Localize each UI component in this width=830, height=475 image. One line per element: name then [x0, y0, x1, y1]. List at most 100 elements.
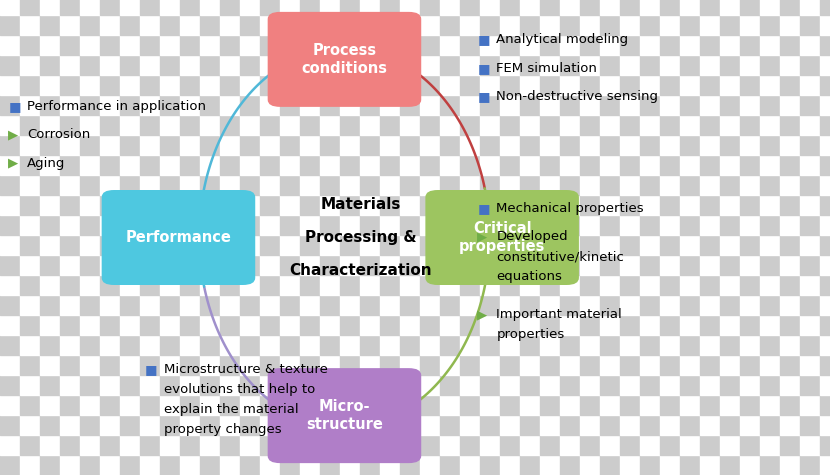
Bar — [620, 375, 640, 395]
Bar — [160, 0, 180, 15]
Bar — [280, 415, 300, 435]
Bar — [20, 55, 40, 75]
Bar — [440, 455, 460, 475]
Bar — [40, 35, 60, 55]
Bar — [520, 255, 540, 275]
Bar — [740, 95, 760, 115]
Bar — [80, 455, 100, 475]
Bar — [20, 75, 40, 95]
Bar — [60, 35, 80, 55]
FancyBboxPatch shape — [102, 190, 256, 285]
Bar — [340, 375, 360, 395]
Bar — [800, 355, 820, 375]
Bar — [480, 395, 500, 415]
Bar — [80, 355, 100, 375]
FancyBboxPatch shape — [267, 12, 421, 107]
Bar — [180, 275, 200, 295]
Bar — [20, 175, 40, 195]
Bar — [640, 175, 660, 195]
Bar — [180, 155, 200, 175]
Bar — [240, 175, 260, 195]
Bar — [660, 115, 680, 135]
Bar — [560, 115, 580, 135]
Text: Analytical modeling: Analytical modeling — [496, 33, 628, 46]
Bar — [620, 275, 640, 295]
Bar — [560, 235, 580, 255]
Bar — [780, 355, 800, 375]
Bar — [520, 455, 540, 475]
Bar — [200, 195, 220, 215]
Bar — [700, 0, 720, 15]
Bar — [580, 55, 600, 75]
Bar — [460, 0, 480, 15]
Bar — [560, 255, 580, 275]
Bar — [220, 215, 240, 235]
Bar — [140, 175, 160, 195]
Bar — [760, 295, 780, 315]
Bar — [600, 375, 620, 395]
Bar — [420, 315, 440, 335]
Bar — [380, 415, 400, 435]
Bar — [360, 75, 380, 95]
Bar — [460, 375, 480, 395]
Bar — [220, 155, 240, 175]
Bar — [640, 115, 660, 135]
Bar — [20, 315, 40, 335]
Bar — [20, 335, 40, 355]
Bar — [200, 155, 220, 175]
Bar — [220, 435, 240, 455]
Bar — [440, 375, 460, 395]
Bar — [0, 395, 20, 415]
Bar — [60, 375, 80, 395]
Bar — [40, 0, 60, 15]
Bar — [340, 235, 360, 255]
Bar — [340, 275, 360, 295]
Bar — [620, 75, 640, 95]
Bar — [120, 95, 140, 115]
Bar — [540, 135, 560, 155]
Bar — [360, 195, 380, 215]
Bar — [600, 255, 620, 275]
Bar — [440, 195, 460, 215]
Text: constitutive/kinetic: constitutive/kinetic — [496, 250, 624, 263]
Bar — [560, 355, 580, 375]
Bar — [160, 155, 180, 175]
Text: ▶: ▶ — [8, 128, 18, 141]
Bar — [200, 175, 220, 195]
Bar — [460, 255, 480, 275]
Bar — [120, 75, 140, 95]
Bar — [760, 155, 780, 175]
Bar — [620, 0, 640, 15]
Bar — [160, 335, 180, 355]
Bar — [0, 195, 20, 215]
Bar — [700, 195, 720, 215]
Bar — [0, 315, 20, 335]
Bar — [180, 115, 200, 135]
Bar — [440, 335, 460, 355]
Bar — [580, 75, 600, 95]
Bar — [240, 315, 260, 335]
Bar — [540, 435, 560, 455]
Bar — [180, 55, 200, 75]
Bar — [540, 35, 560, 55]
Bar — [620, 135, 640, 155]
Bar — [560, 0, 580, 15]
Bar — [460, 435, 480, 455]
Bar — [260, 415, 280, 435]
Bar — [260, 115, 280, 135]
Bar — [760, 175, 780, 195]
Bar — [820, 115, 830, 135]
Bar — [240, 0, 260, 15]
Text: ■: ■ — [477, 90, 490, 103]
Bar — [160, 115, 180, 135]
Bar — [760, 275, 780, 295]
Bar — [340, 455, 360, 475]
Bar — [360, 355, 380, 375]
Bar — [380, 215, 400, 235]
Bar — [220, 335, 240, 355]
Bar — [500, 355, 520, 375]
Text: Micro-
structure: Micro- structure — [306, 399, 383, 432]
Bar — [180, 195, 200, 215]
Bar — [400, 355, 420, 375]
Bar — [80, 235, 100, 255]
